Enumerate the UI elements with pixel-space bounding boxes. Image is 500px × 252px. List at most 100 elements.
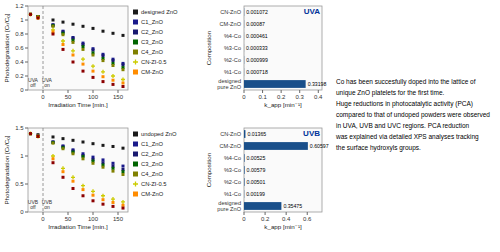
point [92, 76, 95, 79]
point [82, 45, 85, 48]
point [52, 19, 55, 22]
point [52, 25, 55, 28]
y-tick-label: 0 [20, 87, 24, 93]
text-line: compared to that of undoped powders were… [336, 111, 490, 119]
point [29, 132, 32, 135]
x-tick-label: 0.2 [277, 94, 286, 100]
point [37, 16, 40, 19]
bar [244, 154, 245, 162]
point [102, 198, 105, 201]
y-tick-label: %1-Co [224, 191, 241, 197]
x-tick [265, 212, 266, 215]
point [52, 24, 55, 27]
point [71, 175, 75, 179]
point [92, 70, 95, 73]
point [92, 142, 95, 145]
point [72, 139, 75, 142]
point [52, 157, 55, 160]
point [102, 166, 105, 169]
point [121, 78, 125, 82]
x-tick [318, 90, 319, 93]
point [72, 41, 75, 44]
x-tick-label: 0.6 [303, 216, 312, 222]
text-line: unique ZnO platelets for the first time. [336, 89, 445, 97]
plot-frame [244, 6, 322, 90]
bar [244, 20, 245, 28]
point [29, 132, 32, 135]
point [29, 13, 32, 16]
text-line: Co has been succesfully doped into the l… [336, 78, 476, 86]
text-line: on [44, 204, 50, 210]
legend-swatch [133, 30, 138, 35]
point [122, 68, 125, 71]
bar [244, 32, 245, 40]
x-tick-label: 150 [113, 216, 124, 222]
point [112, 32, 115, 35]
point [92, 199, 95, 202]
legend-swatch [133, 162, 138, 167]
point [62, 43, 65, 46]
text-line: on [44, 82, 50, 88]
y-tick [25, 184, 28, 185]
point [62, 48, 65, 51]
point [122, 85, 125, 88]
point [37, 135, 40, 138]
point [29, 13, 32, 16]
y-tick-label: 1.5 [15, 125, 24, 131]
point [122, 147, 125, 150]
point [29, 13, 32, 16]
text-line: the surface hydroxyls groups. [336, 144, 421, 152]
legend-label: C2_ZnO [141, 151, 163, 157]
point [111, 197, 115, 201]
point [62, 137, 65, 140]
plot-area [29, 6, 126, 90]
point [102, 203, 105, 206]
bar [244, 56, 245, 64]
x-tick-label: 0.1 [258, 94, 267, 100]
data-label: 0.000461 [246, 33, 268, 39]
y-tick [25, 212, 28, 213]
annotation: UVAoff [28, 77, 39, 89]
x-tick-label: 0 [41, 94, 45, 100]
bar [244, 130, 245, 138]
text-line: pure ZnO [217, 84, 241, 90]
point [111, 74, 115, 78]
point [29, 132, 33, 136]
data-label: 0.60597 [310, 143, 329, 149]
data-label: 0.00501 [247, 179, 266, 185]
point [122, 82, 125, 85]
x-tick-label: 0.4 [314, 94, 323, 100]
point [52, 142, 55, 145]
legend-label: C2_ZnO [141, 29, 163, 35]
y-tick-label: 1 [20, 153, 24, 159]
point [112, 167, 115, 170]
point [122, 170, 125, 173]
y-tick [25, 34, 28, 35]
point [37, 135, 40, 138]
point [92, 49, 95, 52]
point [37, 16, 40, 19]
x-tick-label: 50 [65, 94, 72, 100]
text-line: %1-Co [224, 69, 241, 75]
text-line: CN-ZnO [220, 9, 241, 15]
x-tick [93, 90, 94, 93]
point [29, 12, 33, 16]
legend-swatch [133, 10, 138, 15]
legend-swatch [133, 70, 138, 75]
point [29, 132, 32, 135]
legend-label: CN-ZI-0.5 [141, 181, 166, 187]
x-tick [68, 90, 69, 93]
x-tick [43, 90, 44, 93]
point [37, 135, 40, 138]
plot-frame [28, 128, 128, 212]
point [52, 141, 55, 144]
point [92, 162, 95, 165]
legend-label: C1_ZnO [141, 19, 163, 25]
y-tick [25, 6, 28, 7]
data-label: 0.00087 [246, 21, 265, 27]
bar [244, 68, 245, 76]
x-tick-label: 150 [113, 94, 124, 100]
point [82, 63, 85, 66]
plot-frame [244, 128, 322, 212]
y-axis-label: Photodegradation [Cₜ/C₀] [3, 135, 10, 204]
